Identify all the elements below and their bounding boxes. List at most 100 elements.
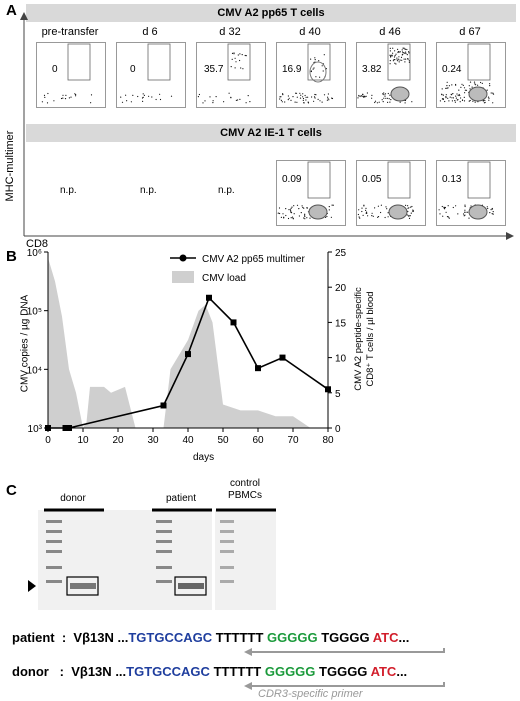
flow-event bbox=[408, 61, 410, 63]
flow-event bbox=[441, 205, 443, 208]
flow-event bbox=[448, 217, 450, 219]
flow-event bbox=[380, 204, 382, 206]
flow-event bbox=[446, 216, 449, 218]
flow-event bbox=[280, 96, 282, 98]
flow-event bbox=[468, 217, 470, 219]
flow-event bbox=[367, 215, 369, 217]
flow-event bbox=[397, 60, 399, 62]
flow-event bbox=[287, 95, 289, 97]
flow-event bbox=[296, 204, 299, 206]
ladder-band bbox=[46, 580, 62, 583]
ladder-band bbox=[220, 550, 234, 553]
flow-event bbox=[366, 212, 368, 214]
flow-event bbox=[299, 92, 301, 94]
flow-event bbox=[325, 216, 327, 218]
x-tick-label: 0 bbox=[45, 435, 51, 446]
band-highlight-donor bbox=[66, 576, 99, 596]
flow-event bbox=[447, 205, 449, 207]
flow-event bbox=[397, 48, 399, 51]
flow-event bbox=[464, 209, 466, 211]
flow-event bbox=[314, 59, 316, 61]
flow-event bbox=[327, 98, 329, 100]
flow-event bbox=[279, 96, 281, 98]
flow-event bbox=[457, 94, 459, 97]
x-tick-label: 70 bbox=[287, 435, 299, 446]
flow-event bbox=[282, 94, 284, 96]
pp65-value-d6: 0 bbox=[130, 64, 136, 75]
flow-event bbox=[392, 60, 394, 62]
flow-event bbox=[314, 97, 316, 99]
flow-event bbox=[389, 60, 391, 62]
flow-event bbox=[452, 93, 454, 95]
flow-event bbox=[390, 56, 392, 58]
flow-event bbox=[405, 52, 407, 55]
gel-label-control: control PBMCs bbox=[228, 478, 262, 501]
flow-event bbox=[318, 60, 320, 62]
flow-event bbox=[365, 209, 367, 211]
flow-event bbox=[327, 93, 329, 95]
ie1-value-d67: 0.13 bbox=[442, 174, 462, 185]
flow-event bbox=[394, 62, 396, 64]
panel-a-xlabel: CD8 bbox=[26, 238, 49, 250]
flow-event bbox=[309, 217, 311, 219]
flow-event bbox=[46, 102, 49, 104]
y-left-tick-label: 10³ bbox=[28, 424, 43, 435]
flow-event bbox=[293, 213, 295, 215]
flow-event bbox=[363, 205, 365, 207]
flow-event bbox=[277, 212, 279, 214]
x-tick-label: 40 bbox=[182, 435, 194, 446]
flow-event bbox=[326, 215, 328, 218]
flow-event bbox=[442, 98, 444, 100]
flow-event bbox=[279, 98, 281, 100]
flow-event bbox=[410, 212, 412, 214]
flow-event bbox=[314, 93, 316, 96]
flow-event bbox=[302, 99, 304, 101]
flow-event bbox=[328, 209, 330, 211]
flow-event bbox=[451, 100, 453, 102]
flow-event bbox=[231, 52, 234, 55]
ladder-band bbox=[156, 520, 172, 523]
flow-event bbox=[292, 96, 294, 98]
flow-event bbox=[401, 49, 403, 51]
flow-event bbox=[298, 208, 300, 210]
flow-event bbox=[371, 215, 373, 217]
flow-event bbox=[408, 52, 410, 54]
flow-event bbox=[412, 210, 414, 213]
flow-event bbox=[383, 97, 385, 99]
flow-event bbox=[314, 57, 316, 59]
panel-c-letter: C bbox=[6, 482, 17, 499]
flow-event bbox=[293, 205, 295, 207]
flow-event bbox=[404, 102, 406, 104]
flow-event bbox=[468, 85, 470, 87]
timepoint-label: pre-transfer bbox=[41, 26, 99, 38]
ladder-band bbox=[220, 530, 234, 533]
flow-event bbox=[384, 216, 386, 219]
ladder-band bbox=[46, 540, 62, 543]
ladder-band bbox=[156, 580, 172, 583]
flow-event bbox=[491, 207, 493, 210]
flow-event bbox=[279, 212, 281, 215]
flow-contour bbox=[309, 61, 327, 83]
flow-event bbox=[393, 56, 396, 58]
flow-event bbox=[451, 97, 453, 99]
flow-event bbox=[408, 214, 410, 217]
flow-event bbox=[223, 101, 225, 103]
flow-contour bbox=[388, 204, 408, 220]
flow-event bbox=[290, 99, 292, 101]
flow-event bbox=[376, 102, 378, 104]
ie1-value-d46: 0.05 bbox=[362, 174, 382, 185]
flow-event bbox=[442, 94, 444, 96]
flow-event bbox=[389, 94, 391, 96]
flow-event bbox=[444, 206, 446, 209]
flow-event bbox=[326, 99, 328, 101]
flow-event bbox=[288, 97, 290, 99]
y-right-tick-label: 5 bbox=[335, 389, 341, 400]
x-tick-label: 30 bbox=[147, 435, 159, 446]
flow-event bbox=[307, 96, 309, 98]
flow-event bbox=[444, 100, 446, 103]
flow-event bbox=[249, 101, 251, 103]
flow-event bbox=[407, 210, 409, 213]
flow-event bbox=[406, 48, 408, 51]
flow-event bbox=[397, 51, 399, 54]
flow-event bbox=[392, 52, 394, 54]
